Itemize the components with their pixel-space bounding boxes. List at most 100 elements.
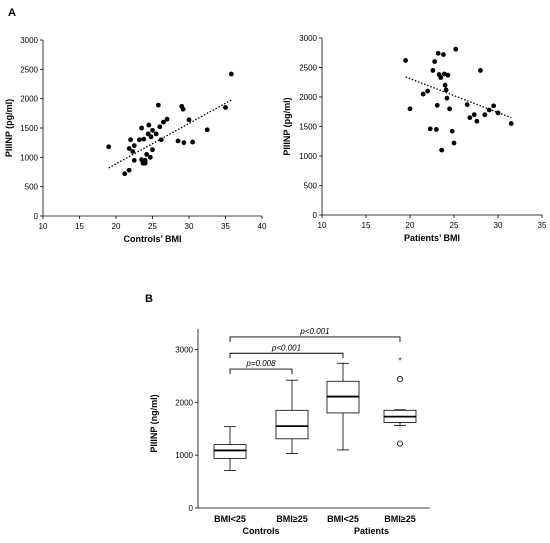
data-point bbox=[204, 127, 210, 133]
data-point bbox=[131, 143, 137, 149]
data-point bbox=[491, 103, 496, 109]
y-tick-label: 0 bbox=[189, 504, 194, 513]
data-point bbox=[164, 116, 170, 122]
x-tick-label: 10 bbox=[39, 222, 48, 231]
data-point bbox=[439, 147, 445, 153]
x-tick-label: 20 bbox=[406, 221, 415, 230]
scatter-plot-controls: 0 500 1000 1500 2000 2500 3000 10 15 20 25 30 35 40 Co… bbox=[4, 36, 267, 244]
data-point bbox=[161, 119, 166, 125]
panel-label-a: A bbox=[8, 7, 16, 19]
data-point bbox=[153, 131, 159, 137]
group-label: Controls bbox=[243, 526, 280, 536]
y-tick-label: 0 bbox=[313, 211, 318, 220]
data-point bbox=[434, 102, 440, 108]
data-point bbox=[425, 88, 430, 94]
y-tick-label: 3000 bbox=[20, 36, 38, 45]
y-tick-label: 3000 bbox=[175, 346, 193, 355]
x-tick-label: 25 bbox=[450, 221, 459, 230]
scatter-plot-patients: 0 500 1000 1500 2000 2500 3000 10 15 20 25 30 35 Pati… bbox=[282, 34, 547, 243]
panel-label-b: B bbox=[145, 293, 153, 305]
data-point bbox=[190, 139, 196, 145]
category-label: BMI≥25 bbox=[384, 514, 415, 524]
outlier-marker bbox=[396, 440, 403, 447]
data-point bbox=[441, 52, 446, 57]
y-axis-label: PIIINP (pg/ml) bbox=[4, 99, 14, 157]
y-tick-label: 0 bbox=[34, 212, 39, 221]
data-point bbox=[495, 110, 501, 116]
data-point bbox=[148, 134, 154, 140]
box-plot: 0 1000 2000 3000 BMI<25 BMI≥25 BMI<25 * BMI≥25 Co… bbox=[149, 327, 430, 536]
data-point bbox=[442, 82, 448, 88]
data-point bbox=[142, 160, 148, 166]
data-point bbox=[482, 112, 488, 118]
y-tick-label: 500 bbox=[25, 183, 39, 192]
data-point bbox=[434, 127, 439, 132]
data-point bbox=[130, 149, 136, 154]
y-tick-label: 2000 bbox=[299, 93, 317, 102]
significance-bracket bbox=[229, 368, 293, 375]
data-point bbox=[449, 128, 455, 134]
x-tick-label: 35 bbox=[538, 221, 547, 230]
y-axis-label: PIIINP (pg/ml) bbox=[282, 97, 292, 155]
extreme-marker: * bbox=[398, 357, 401, 366]
x-tick-label: 40 bbox=[258, 222, 267, 231]
x-axis-label: Patients’ BMI bbox=[404, 233, 460, 243]
x-axis-label: Controls’ BMI bbox=[124, 234, 182, 244]
data-point bbox=[139, 125, 144, 131]
data-point bbox=[471, 112, 477, 118]
y-tick-label: 1000 bbox=[20, 153, 38, 162]
category-label: BMI<25 bbox=[214, 514, 246, 524]
data-point bbox=[403, 58, 408, 63]
data-point bbox=[443, 87, 449, 93]
y-tick-label: 2500 bbox=[299, 64, 317, 73]
y-tick-label: 1000 bbox=[175, 451, 193, 460]
data-point bbox=[126, 167, 132, 173]
data-point bbox=[136, 137, 142, 143]
trend-line bbox=[108, 98, 234, 169]
y-tick-label: 2000 bbox=[175, 398, 193, 407]
data-point bbox=[147, 154, 153, 160]
data-point bbox=[180, 106, 186, 112]
data-point bbox=[464, 102, 470, 108]
data-point bbox=[474, 118, 480, 124]
data-point bbox=[146, 122, 152, 128]
data-point bbox=[453, 46, 459, 52]
data-point bbox=[432, 59, 438, 64]
y-tick-label: 2000 bbox=[20, 95, 38, 104]
data-point bbox=[106, 144, 112, 150]
data-point bbox=[451, 140, 457, 146]
box bbox=[275, 409, 309, 440]
data-point bbox=[145, 131, 151, 137]
data-point bbox=[444, 95, 450, 101]
data-point bbox=[122, 171, 128, 177]
category-label: BMI≥25 bbox=[276, 514, 307, 524]
y-tick-label: 1000 bbox=[299, 152, 317, 161]
group-label: Patients bbox=[354, 526, 389, 536]
data-point bbox=[427, 126, 433, 132]
y-tick-label: 500 bbox=[304, 182, 318, 191]
data-point bbox=[186, 117, 192, 123]
x-tick-label: 30 bbox=[185, 222, 194, 231]
outlier-marker bbox=[396, 376, 403, 383]
x-tick-label: 15 bbox=[362, 221, 371, 230]
y-tick-label: 2500 bbox=[20, 65, 38, 74]
data-point bbox=[447, 106, 452, 112]
significance-bracket bbox=[229, 336, 401, 342]
data-point bbox=[157, 124, 163, 130]
data-point bbox=[158, 137, 164, 143]
data-point bbox=[141, 136, 147, 142]
data-point bbox=[420, 91, 426, 97]
data-point bbox=[407, 106, 413, 112]
trend-line bbox=[405, 76, 512, 119]
data-point bbox=[486, 107, 492, 113]
data-point bbox=[438, 75, 444, 80]
x-tick-label: 15 bbox=[75, 222, 84, 231]
data-point bbox=[144, 152, 150, 157]
x-tick-label: 25 bbox=[148, 222, 157, 231]
data-point bbox=[126, 146, 132, 151]
data-point bbox=[223, 105, 228, 110]
data-point bbox=[478, 68, 483, 73]
data-point bbox=[150, 147, 155, 153]
category-label: BMI<25 bbox=[327, 514, 359, 524]
y-tick-label: 1500 bbox=[20, 124, 38, 133]
